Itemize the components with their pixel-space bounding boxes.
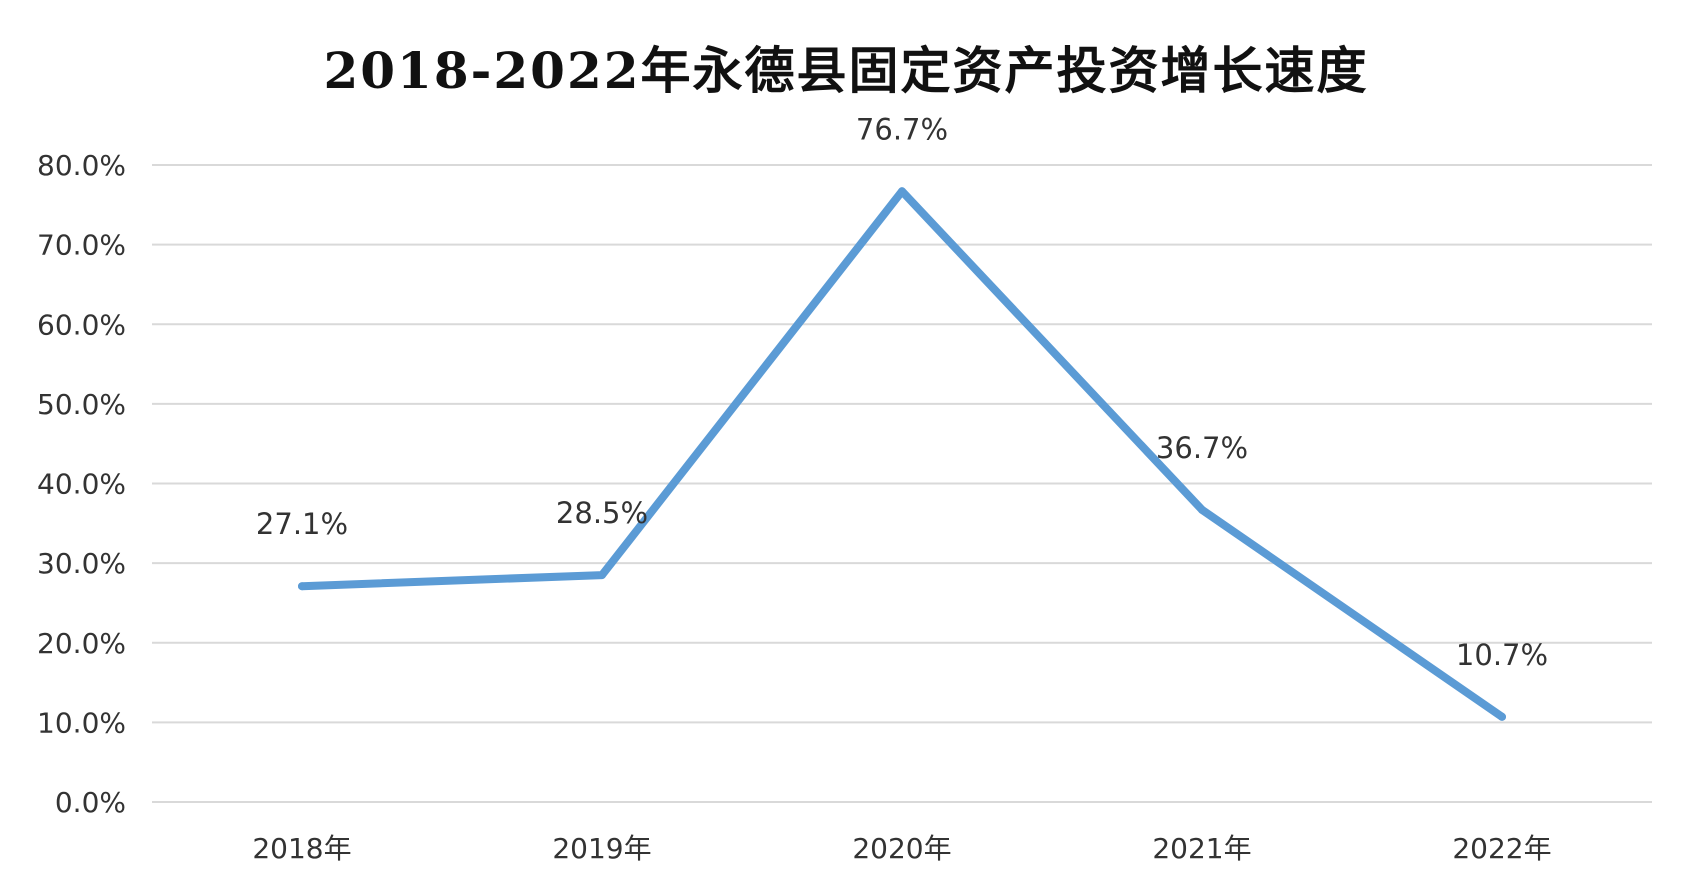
x-axis-ticks: 2018年 2019年 2020年 2021年 2022年 bbox=[252, 832, 1551, 865]
series-layer bbox=[298, 187, 1506, 721]
data-point bbox=[1498, 712, 1506, 721]
x-tick-label: 2022年 bbox=[1452, 832, 1551, 865]
y-tick-label: 70.0% bbox=[37, 229, 126, 262]
x-tick-label: 2021年 bbox=[1152, 832, 1251, 865]
x-tick-label: 2018年 bbox=[252, 832, 351, 865]
data-point bbox=[598, 571, 606, 580]
data-point bbox=[1198, 505, 1206, 514]
gridlines bbox=[152, 164, 1652, 803]
data-point bbox=[898, 187, 906, 196]
data-point bbox=[298, 582, 306, 591]
x-tick-label: 2019年 bbox=[552, 832, 651, 865]
y-tick-label: 60.0% bbox=[37, 308, 126, 341]
y-axis-ticks: 0.0% 10.0% 20.0% 30.0% 40.0% 50.0% 60.0% 70.0% 8… bbox=[37, 149, 126, 819]
data-label: 76.7% bbox=[856, 112, 948, 146]
data-label: 36.7% bbox=[1156, 431, 1248, 465]
chart-title: 2018-2022年永德县固定资产投资增长速度 bbox=[323, 41, 1368, 100]
y-tick-label: 10.0% bbox=[37, 706, 126, 739]
series-line bbox=[298, 187, 1506, 721]
y-tick-label: 30.0% bbox=[37, 547, 126, 580]
y-tick-label: 50.0% bbox=[37, 388, 126, 421]
data-label: 27.1% bbox=[256, 507, 348, 541]
data-label: 10.7% bbox=[1456, 638, 1548, 672]
data-labels: 27.1% 28.5% 76.7% 36.7% 10.7% bbox=[256, 112, 1548, 672]
data-label: 28.5% bbox=[556, 496, 648, 530]
y-tick-label: 20.0% bbox=[37, 627, 126, 660]
y-tick-label: 80.0% bbox=[37, 149, 126, 182]
y-tick-label: 0.0% bbox=[55, 786, 126, 819]
x-tick-label: 2020年 bbox=[852, 832, 951, 865]
y-tick-label: 40.0% bbox=[37, 468, 126, 501]
